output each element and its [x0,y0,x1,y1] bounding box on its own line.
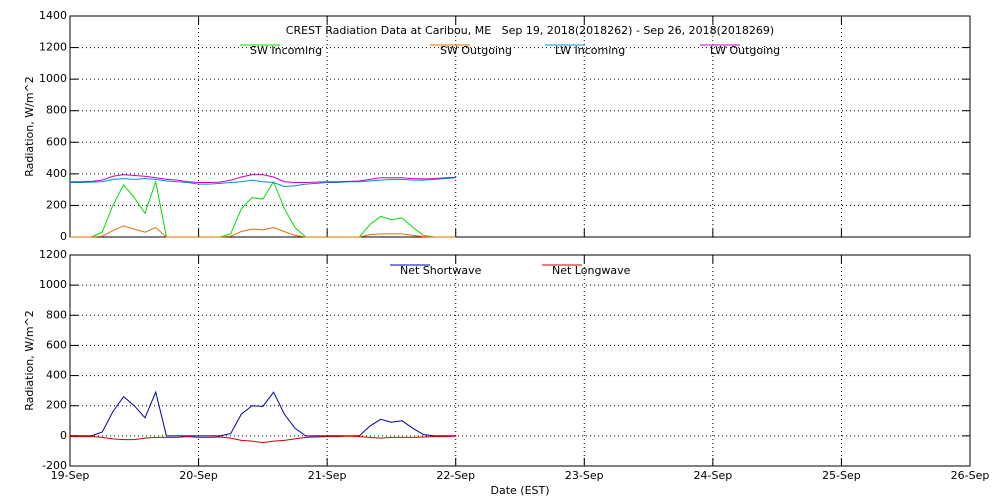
y-tick-label: 200 [46,198,67,211]
x-tick-label: 21-Sep [308,469,347,482]
legend-label: Net Longwave [552,264,631,277]
legend-label: Net Shortwave [400,264,482,277]
series-line [70,390,456,437]
y-tick-label: 800 [46,104,67,117]
series-line [70,174,456,184]
y-tick-label: 600 [46,338,67,351]
legend-label: SW Incoming [250,44,322,57]
x-tick-label: 25-Sep [822,469,861,482]
y-tick-label: 1400 [39,9,67,22]
legend-label: SW Outgoing [440,44,512,57]
y-tick-label: 400 [46,369,67,382]
legend-label: LW Outgoing [710,44,780,57]
y-tick-label: 1200 [39,248,67,261]
series-line [70,179,456,238]
series-line [70,225,456,238]
y-axis-label: Radiation, W/m^2 [23,76,36,177]
plot-frame [69,15,971,238]
y-tick-label: 600 [46,135,67,148]
x-tick-label: 22-Sep [436,469,475,482]
x-tick-label: 20-Sep [179,469,218,482]
y-tick-label: -200 [42,459,67,472]
series-line [70,435,456,444]
legend-label: LW Incoming [555,44,625,57]
y-tick-label: 1000 [39,278,67,291]
x-tick-label: 24-Sep [694,469,733,482]
y-tick-label: 0 [60,429,67,442]
y-tick-label: 1200 [39,41,67,54]
x-axis-label: Date (EST) [490,484,549,497]
y-tick-label: 800 [46,308,67,321]
x-tick-label: 26-Sep [951,469,990,482]
chart-title: CREST Radiation Data at Caribou, ME Sep … [286,24,774,37]
y-tick-label: 1000 [39,72,67,85]
x-tick-label: 19-Sep [51,469,90,482]
x-tick-label: 23-Sep [565,469,604,482]
y-axis-label: Radiation, W/m^2 [23,310,36,411]
y-tick-label: 0 [60,230,67,243]
series-line [70,177,456,187]
y-tick-label: 400 [46,167,67,180]
y-tick-label: 200 [46,399,67,412]
plot-frame [69,254,971,467]
